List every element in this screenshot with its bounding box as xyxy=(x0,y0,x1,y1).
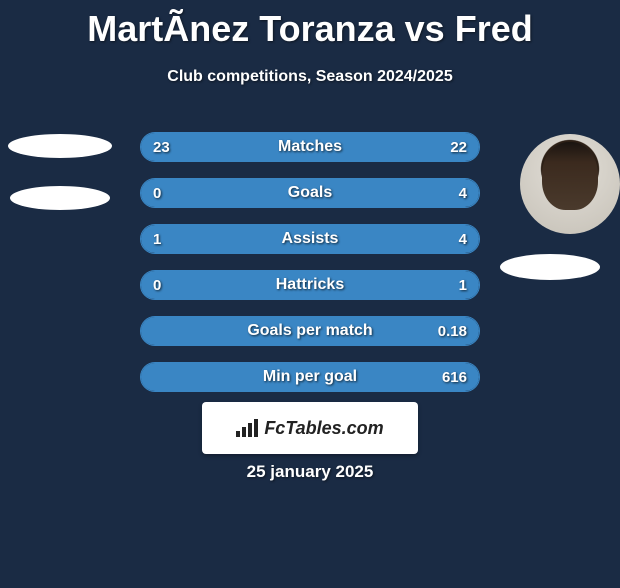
stat-value-left: 23 xyxy=(153,139,170,156)
source-badge[interactable]: FcTables.com xyxy=(202,402,418,454)
stat-value-left: 0 xyxy=(153,185,161,202)
comparison-subtitle: Club competitions, Season 2024/2025 xyxy=(0,68,620,86)
stat-row-assists: 1 Assists 4 xyxy=(140,224,480,254)
stat-label: Min per goal xyxy=(263,368,357,386)
stat-label: Matches xyxy=(278,138,342,156)
stat-value-right: 616 xyxy=(442,369,467,386)
stat-row-min-per-goal: Min per goal 616 xyxy=(140,362,480,392)
report-date: 25 january 2025 xyxy=(0,462,620,482)
stat-value-right: 4 xyxy=(459,185,467,202)
stat-row-matches: 23 Matches 22 xyxy=(140,132,480,162)
stat-row-goals-per-match: Goals per match 0.18 xyxy=(140,316,480,346)
stat-label: Hattricks xyxy=(276,276,344,294)
stat-fill-left xyxy=(141,225,209,253)
player-left-avatar xyxy=(10,134,110,234)
badge-label: FcTables.com xyxy=(264,418,383,439)
stat-value-right: 1 xyxy=(459,277,467,294)
stat-fill-right xyxy=(209,225,479,253)
stat-value-right: 0.18 xyxy=(438,323,467,340)
stat-row-hattricks: 0 Hattricks 1 xyxy=(140,270,480,300)
player-right-avatar xyxy=(500,134,620,334)
stat-label: Assists xyxy=(282,230,339,248)
stat-value-left: 1 xyxy=(153,231,161,248)
avatar-placeholder-icon xyxy=(8,134,112,158)
player-photo xyxy=(520,134,620,234)
stat-value-right: 4 xyxy=(459,231,467,248)
chart-icon xyxy=(236,419,258,437)
stat-label: Goals xyxy=(288,184,332,202)
stat-value-right: 22 xyxy=(450,139,467,156)
stats-container: 23 Matches 22 0 Goals 4 1 Assists 4 0 Ha… xyxy=(140,132,480,408)
team-placeholder-icon xyxy=(500,254,600,280)
stat-label: Goals per match xyxy=(247,322,372,340)
stat-row-goals: 0 Goals 4 xyxy=(140,178,480,208)
team-placeholder-icon xyxy=(10,186,110,210)
stat-value-left: 0 xyxy=(153,277,161,294)
comparison-title: MartÃ­nez Toranza vs Fred xyxy=(0,8,620,50)
